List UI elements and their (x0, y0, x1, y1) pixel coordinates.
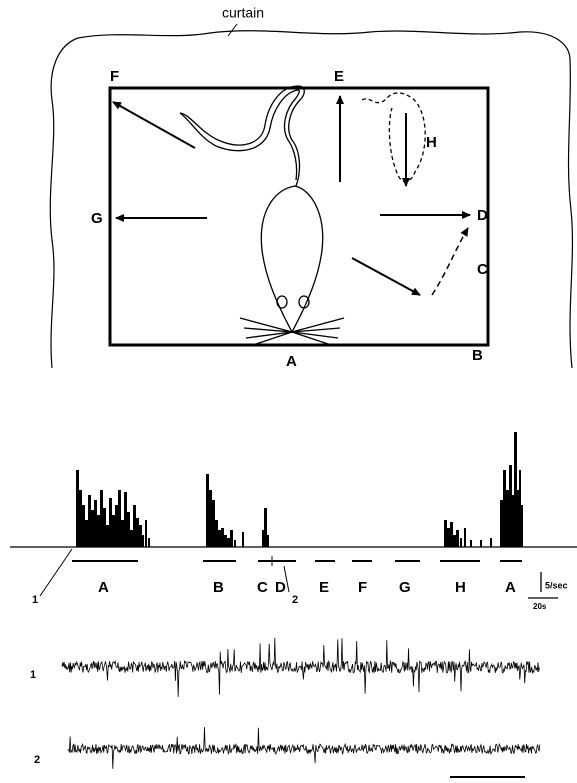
position-label: D (477, 207, 488, 224)
arena (108, 86, 490, 347)
direction-arrows (112, 95, 471, 296)
time-scale: 20s (533, 602, 547, 611)
position-label: A (286, 353, 297, 370)
period-label: H (455, 579, 466, 596)
trace (61, 637, 540, 697)
firing-histogram (76, 432, 523, 547)
period-label: C (257, 579, 268, 596)
position-label: E (334, 68, 344, 85)
position-label: H (426, 134, 437, 151)
scale-bar (528, 572, 558, 599)
trace-label: 1 (30, 669, 36, 681)
position-label: G (91, 210, 103, 227)
trace-label: 2 (34, 754, 40, 766)
period-label: A (98, 579, 109, 596)
position-label: C (477, 261, 488, 278)
period-label: D (275, 579, 286, 596)
period-label: G (399, 579, 411, 596)
marker-label: 1 (32, 594, 38, 606)
rate-scale: 5/sec (545, 580, 568, 590)
trace (67, 727, 541, 769)
position-label: F (110, 68, 119, 85)
marker-label: 2 (292, 594, 298, 606)
turn-path (361, 92, 426, 183)
period-label: E (319, 579, 329, 596)
position-label: B (472, 347, 483, 364)
curtain-outline (49, 30, 574, 369)
period-bars (72, 556, 522, 566)
rat (179, 85, 345, 347)
period-label: B (213, 579, 224, 596)
curtain-label: curtain (222, 5, 264, 21)
curtain-pointer (227, 23, 238, 37)
period-label: A (505, 579, 516, 596)
period-label: F (358, 579, 367, 596)
marker-pointer (39, 548, 290, 597)
